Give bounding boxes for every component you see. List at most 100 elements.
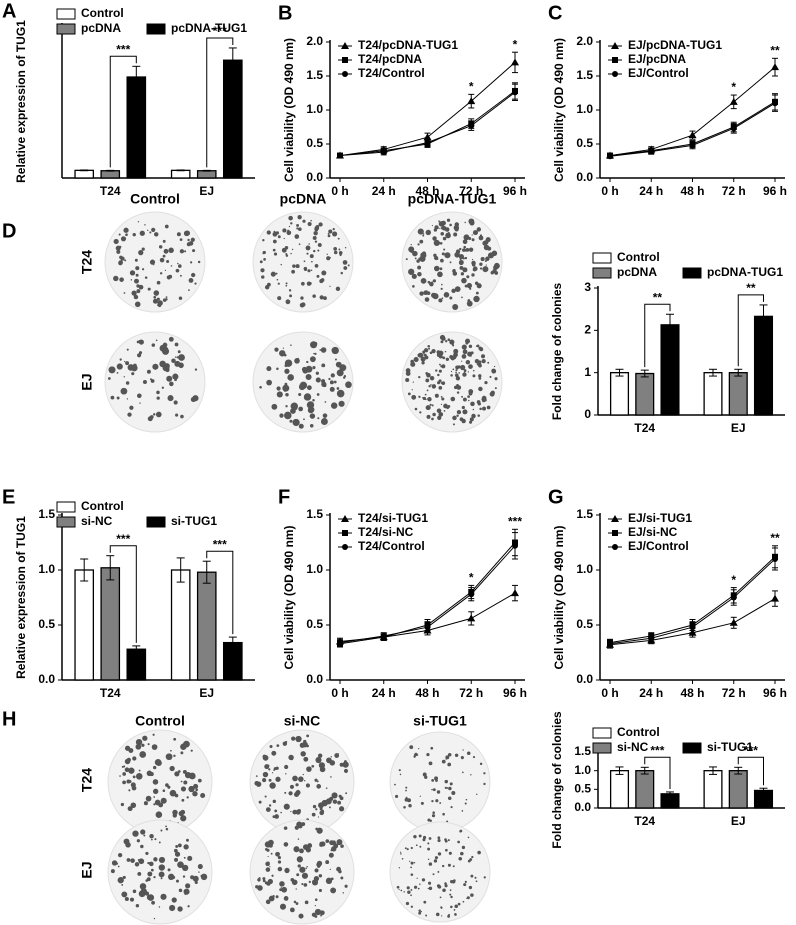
- colony: [431, 384, 437, 389]
- colony: [285, 282, 288, 285]
- colony: [325, 787, 328, 789]
- colony: [138, 858, 145, 865]
- colony: [333, 380, 337, 384]
- dish: [389, 731, 491, 833]
- colony: [328, 377, 331, 381]
- colony: [281, 886, 288, 893]
- colony: [306, 360, 309, 364]
- colony: [317, 417, 320, 420]
- colony: [136, 340, 140, 344]
- colony: [464, 880, 467, 883]
- colony: [180, 815, 187, 822]
- x-tick-label: T24: [634, 421, 655, 435]
- y-tick-label: 0.5: [576, 617, 593, 631]
- colony: [309, 413, 316, 419]
- colony: [472, 756, 476, 759]
- bar: [196, 571, 217, 681]
- colony: [107, 377, 111, 380]
- x-tick-label: 0 h: [601, 686, 618, 700]
- colony: [436, 408, 442, 414]
- colony: [165, 296, 168, 299]
- colony: [475, 291, 479, 295]
- annotation: **: [746, 281, 756, 295]
- colony: [439, 363, 441, 366]
- colony: [138, 339, 144, 345]
- colony: [304, 780, 306, 782]
- colony: [319, 807, 323, 811]
- colony: [172, 373, 179, 380]
- colony: [338, 248, 341, 251]
- colony: [292, 418, 300, 427]
- colony: [283, 826, 288, 830]
- colony: [262, 252, 265, 255]
- colony: [145, 795, 152, 802]
- colony: [410, 846, 413, 850]
- colony: [398, 769, 401, 772]
- colony: [419, 291, 424, 296]
- colony: [447, 839, 450, 842]
- colony: [410, 873, 414, 876]
- colony: [452, 344, 455, 347]
- colony: [170, 749, 172, 752]
- colony: [198, 871, 200, 873]
- colony: [119, 775, 121, 777]
- legend-label: EJ/pcDNA: [628, 52, 686, 66]
- colony: [449, 261, 452, 264]
- colony: [269, 782, 275, 788]
- colony: [422, 350, 426, 354]
- colony: [315, 371, 319, 375]
- colony: [440, 382, 443, 385]
- y-axis-label: Relative expression of TUG1: [14, 20, 28, 183]
- colony: [442, 812, 445, 816]
- colony: [304, 900, 309, 905]
- legend-label: pcDNA-TUG1: [707, 265, 783, 279]
- colony: [336, 387, 340, 390]
- colony: [439, 896, 442, 899]
- colony: [276, 744, 280, 748]
- colony: [292, 264, 296, 268]
- colony: [330, 776, 332, 778]
- annotation: *: [469, 80, 474, 94]
- x-tick-label: 0 h: [601, 184, 618, 198]
- colony: [295, 902, 299, 905]
- colony: [326, 253, 328, 255]
- colony: [267, 764, 270, 767]
- colony: [110, 395, 115, 400]
- colony: [329, 380, 334, 385]
- colony: [468, 389, 474, 394]
- colony: [450, 895, 453, 899]
- colony: [178, 810, 184, 817]
- colony: [165, 827, 169, 831]
- colony: [443, 410, 446, 412]
- colony: [429, 376, 435, 381]
- colony: [264, 847, 268, 851]
- legend-label: EJ/pcDNA-TUG1: [628, 38, 722, 52]
- colony: [294, 234, 300, 239]
- colony: [431, 417, 434, 421]
- colony: [456, 414, 459, 417]
- colony: [331, 346, 339, 355]
- colony: [127, 412, 132, 417]
- colony: [468, 344, 473, 348]
- colony: [342, 761, 349, 768]
- colony: [183, 856, 186, 859]
- colony: [445, 232, 451, 239]
- colony: [265, 861, 270, 867]
- colony: [441, 336, 446, 341]
- colony: [434, 776, 439, 781]
- colony: [120, 802, 125, 807]
- colony: [476, 344, 480, 348]
- colony: [125, 381, 130, 385]
- colony: [437, 415, 442, 420]
- colony: [162, 789, 166, 792]
- colony: [338, 806, 345, 812]
- colony: [131, 372, 135, 376]
- colony: [343, 266, 348, 270]
- colony: [317, 249, 320, 252]
- colony: [303, 260, 306, 263]
- colony: [433, 859, 438, 863]
- colony: [268, 895, 275, 902]
- colony: [268, 804, 272, 807]
- colony: [468, 399, 470, 402]
- colony: [290, 222, 293, 225]
